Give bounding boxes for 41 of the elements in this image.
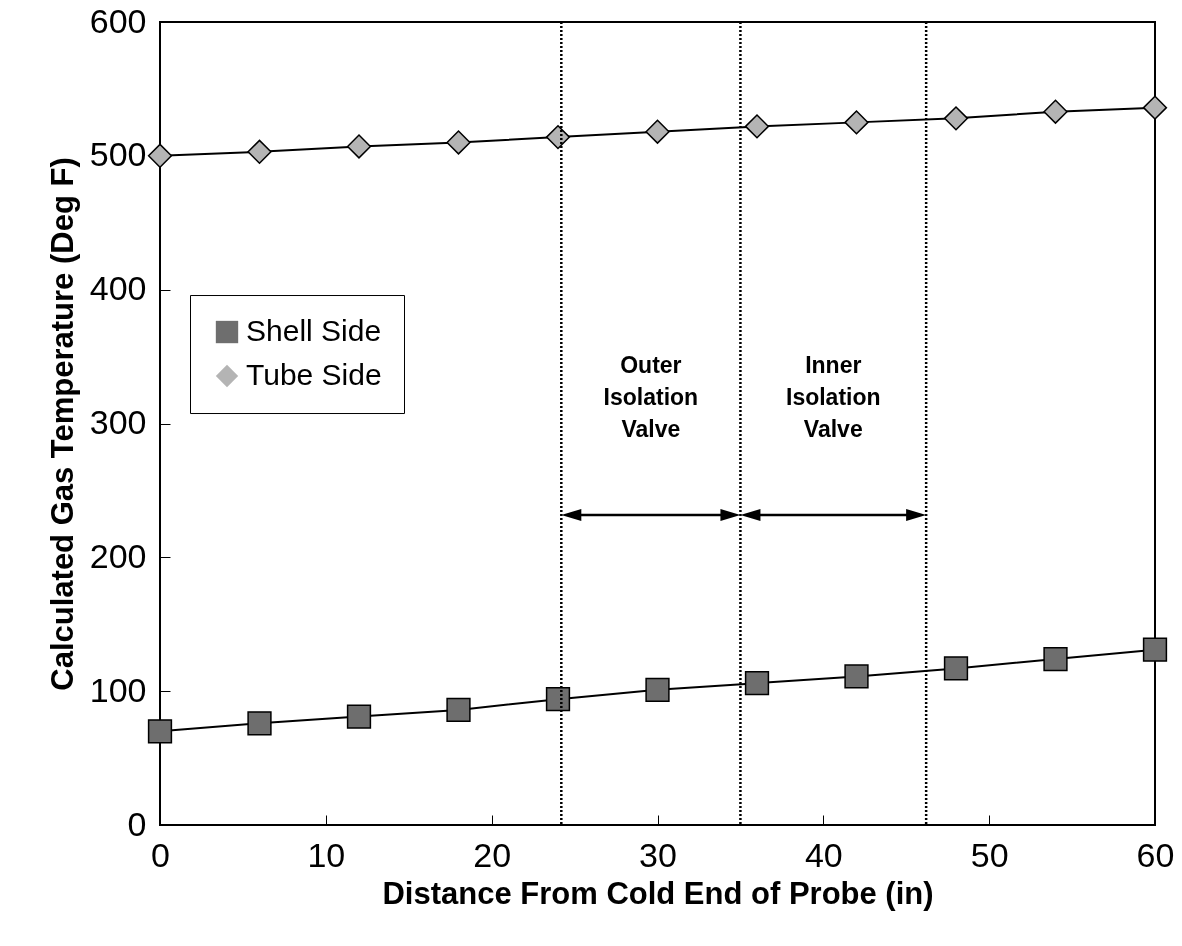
point [346, 134, 372, 159]
y-tick-label: 200 [89, 536, 147, 575]
point [147, 143, 173, 168]
point [247, 139, 272, 164]
point [844, 110, 869, 135]
point [446, 697, 471, 723]
point [1043, 646, 1068, 672]
y-tick-label: 300 [89, 403, 147, 441]
point [645, 677, 670, 702]
point [744, 114, 770, 139]
point [1142, 95, 1168, 120]
x-tick-label: 60 [1136, 835, 1175, 874]
x-tick-label: 40 [804, 835, 843, 874]
x-tick-label: 20 [473, 835, 512, 874]
legend-label: Tube Side [246, 358, 382, 392]
point [147, 719, 173, 744]
annotation: Outer Isolation Valve [603, 352, 699, 443]
point [645, 119, 670, 144]
y-tick-label: 400 [89, 269, 147, 308]
legend-label: Shell Side [246, 314, 382, 348]
y-axis-title: Calculated Gas Temperature (Deg F) [44, 157, 80, 691]
point [1043, 99, 1068, 124]
point [1142, 637, 1168, 662]
y-tick-label: 600 [89, 1, 147, 40]
x-tick-label: 50 [970, 835, 1009, 874]
point [545, 687, 571, 712]
point [844, 664, 869, 689]
point [346, 704, 372, 729]
y-tick-label: 100 [89, 670, 147, 709]
point [247, 711, 272, 736]
point [943, 106, 969, 131]
point [943, 656, 969, 681]
point [545, 124, 571, 150]
point [446, 130, 471, 155]
y-tick-label: 500 [89, 135, 147, 174]
point [744, 670, 770, 696]
annotation: Inner Isolation Valve [786, 352, 881, 443]
x-tick-label: 30 [639, 835, 677, 874]
y-tick-label: 0 [127, 804, 147, 843]
x-tick-label: 10 [307, 835, 346, 874]
x-axis-title: Distance From Cold End of Probe (in) [382, 875, 934, 911]
